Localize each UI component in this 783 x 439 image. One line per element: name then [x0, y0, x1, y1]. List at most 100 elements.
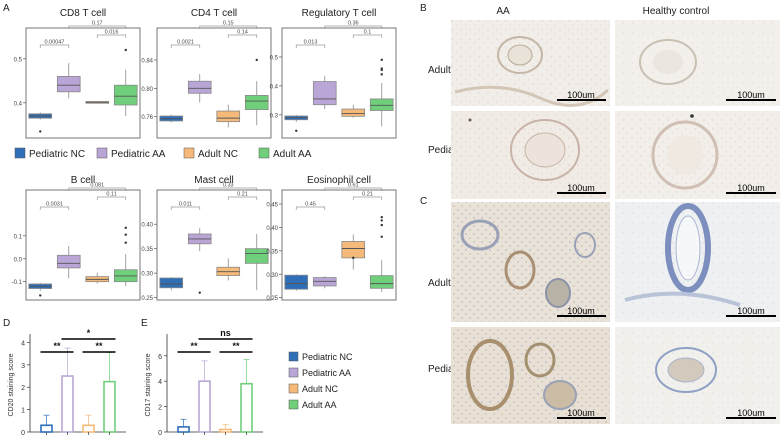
outlier-point [124, 48, 127, 52]
y-tick-label: 0.35 [141, 247, 153, 253]
outlier-point [124, 233, 127, 236]
y-tick-label: 0.5 [270, 55, 279, 61]
legend-label: Pediatric NC [302, 352, 353, 362]
y-tick-label: 0.40 [141, 223, 153, 229]
y-axis-label: CD17 staining score [145, 353, 152, 416]
pvalue-label: 0.15 [223, 21, 234, 27]
chart-title: CD4 T cell [191, 8, 237, 19]
pvalue-label: 0.011 [179, 202, 192, 208]
outlier-point [39, 130, 42, 133]
pvalue-bracket [352, 196, 383, 200]
pvalue-label: 0.61 [348, 183, 359, 189]
outlier-point [380, 58, 383, 62]
chart-title: Mast cell [194, 175, 233, 186]
pvalue-label: 0.00047 [45, 40, 65, 46]
bar-adult-aa [240, 382, 253, 433]
pvalue-bracket [199, 187, 258, 191]
legend-label: Pediatric AA [111, 149, 166, 160]
box-adult-aa [369, 98, 394, 111]
significance-label: ** [53, 341, 61, 351]
legend-swatch [258, 147, 270, 159]
plot-frame [25, 27, 141, 139]
chart-title: B cell [71, 175, 95, 186]
outlier-point [352, 256, 355, 260]
y-tick-label: -0.1 [12, 280, 23, 286]
bar-pediatric-nc [40, 424, 53, 433]
significance-label: ns [220, 328, 231, 338]
legend-panels-de: Pediatric NC Pediatric AA Adult NC Adult… [288, 351, 353, 410]
panel-label-a: A [3, 3, 10, 14]
chart-title: Eosinophil cell [307, 175, 371, 186]
panel-b-histology: AA Healthy control Adult Pediatric 100um… [428, 6, 780, 199]
legend-label: Pediatric AA [302, 368, 351, 378]
outlier-point [39, 294, 42, 297]
y-tick-label: 0.84 [141, 58, 153, 64]
legend-swatch [14, 147, 26, 159]
pvalue-bracket [68, 25, 127, 29]
panel-label-d: D [3, 318, 10, 329]
col-title-healthy-control: Healthy control [643, 6, 710, 17]
pvalue-label: 0.016 [105, 30, 119, 36]
bar-pediatric-nc [177, 426, 190, 433]
micrograph-c-pediatric-healthy: 100um [615, 327, 780, 424]
box-pediatric-nc [159, 277, 184, 289]
chart-title: Regulatory T cell [302, 8, 377, 19]
box-pediatric-aa [187, 80, 212, 94]
pvalue-label: 0.14 [237, 30, 248, 36]
scale-bar-label: 100um [737, 90, 765, 100]
plot-frame [25, 189, 141, 301]
y-tick-label: 0.40 [266, 226, 278, 232]
pvalue-label: 0.1 [364, 30, 372, 36]
micrograph-b-pediatric-healthy: 100um [615, 111, 780, 199]
y-tick-label: 2 [21, 385, 25, 392]
significance-label: ** [190, 341, 198, 351]
significance-label: * [87, 328, 91, 338]
legend-swatch [183, 147, 195, 159]
pvalue-bracket [295, 206, 326, 210]
y-tick-label: 0.5 [14, 57, 23, 63]
box-adult-aa [369, 275, 394, 289]
significance-label: ** [95, 341, 103, 351]
box-pediatric-aa [56, 254, 81, 269]
y-tick-label: 2 [158, 405, 162, 412]
box-adult-aa [244, 95, 269, 111]
y-tick-label: 6 [158, 354, 162, 361]
legend-label: Adult NC [198, 149, 238, 160]
pvalue-label: 0.21 [362, 192, 373, 198]
box-pediatric-aa [312, 81, 337, 106]
pvalue-bracket [324, 187, 383, 191]
panel-label-e: E [141, 318, 148, 329]
panel-label-b: B [420, 3, 427, 14]
pvalue-bracket [199, 25, 258, 29]
box-pediatric-aa [312, 277, 337, 287]
micrograph-b-adult-healthy: 100um [615, 20, 780, 106]
scale-bar-label: 100um [567, 90, 595, 100]
pvalue-label: 0.0021 [177, 40, 194, 46]
outlier-point [380, 215, 383, 219]
legend-swatch [288, 399, 299, 410]
box-adult-aa [113, 84, 138, 106]
box-adult-aa [244, 248, 269, 264]
legend-label: Adult NC [302, 384, 339, 394]
scale-bar-label: 100um [567, 306, 595, 316]
significance-label: ** [232, 341, 240, 351]
legend-swatch [288, 383, 299, 394]
legend-swatch [288, 367, 299, 378]
outlier-point [255, 58, 258, 62]
micrograph-c-adult-aa: 100um [451, 202, 610, 322]
y-tick-label: 0.25 [141, 296, 153, 302]
micrograph-b-adult-aa: 100um [451, 20, 610, 107]
y-tick-label: 0.3 [270, 113, 279, 119]
pvalue-bracket [170, 44, 201, 48]
y-tick-label: 1 [21, 408, 25, 415]
y-tick-label: 0.25 [266, 296, 278, 302]
box-adult-nc [216, 110, 241, 123]
plot-frame [156, 27, 272, 139]
legend-panel-a: Pediatric NC Pediatric AA Adult NC Adult… [14, 147, 312, 160]
bar-adult-nc [219, 428, 232, 433]
outlier-point [380, 219, 383, 222]
y-tick-label: 0.35 [266, 249, 278, 255]
scale-bar-label: 100um [737, 183, 765, 193]
